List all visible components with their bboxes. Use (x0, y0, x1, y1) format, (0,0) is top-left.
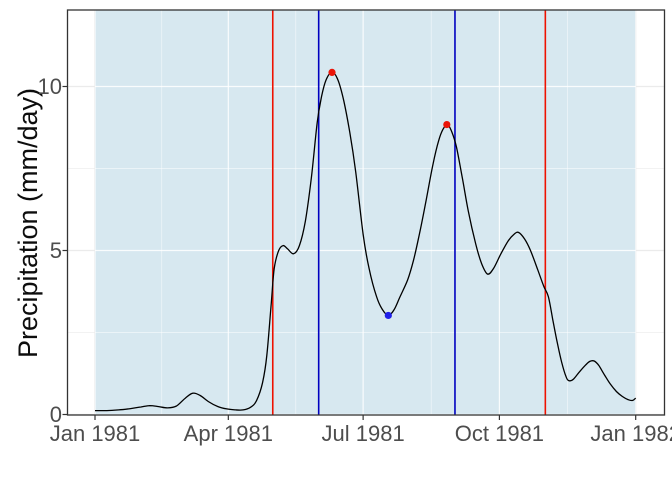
highlight-band (95, 10, 636, 415)
x-tick-label-apr-1981: Apr 1981 (183, 421, 273, 446)
precipitation-line (94, 71, 637, 412)
y-tick-label-5: 5 (49, 237, 62, 263)
y-tick-label-0: 0 (49, 401, 62, 427)
x-tick-label-jan-1982: Jan 1982 (590, 421, 672, 446)
x-tick-label-oct-1981: Oct 1981 (454, 421, 545, 446)
x-tick-label-jul-1981: Jul 1981 (321, 421, 405, 446)
x-tick-label-jan-1981: Jan 1981 (49, 421, 141, 446)
y-axis-title: Precipitation (mm/day) (13, 87, 43, 359)
panel-border (66, 9, 666, 416)
peak-2-point (443, 120, 451, 129)
y-tick-label-10: 10 (37, 73, 62, 99)
peak-1-point (328, 68, 336, 76)
minimum-point (384, 311, 392, 320)
